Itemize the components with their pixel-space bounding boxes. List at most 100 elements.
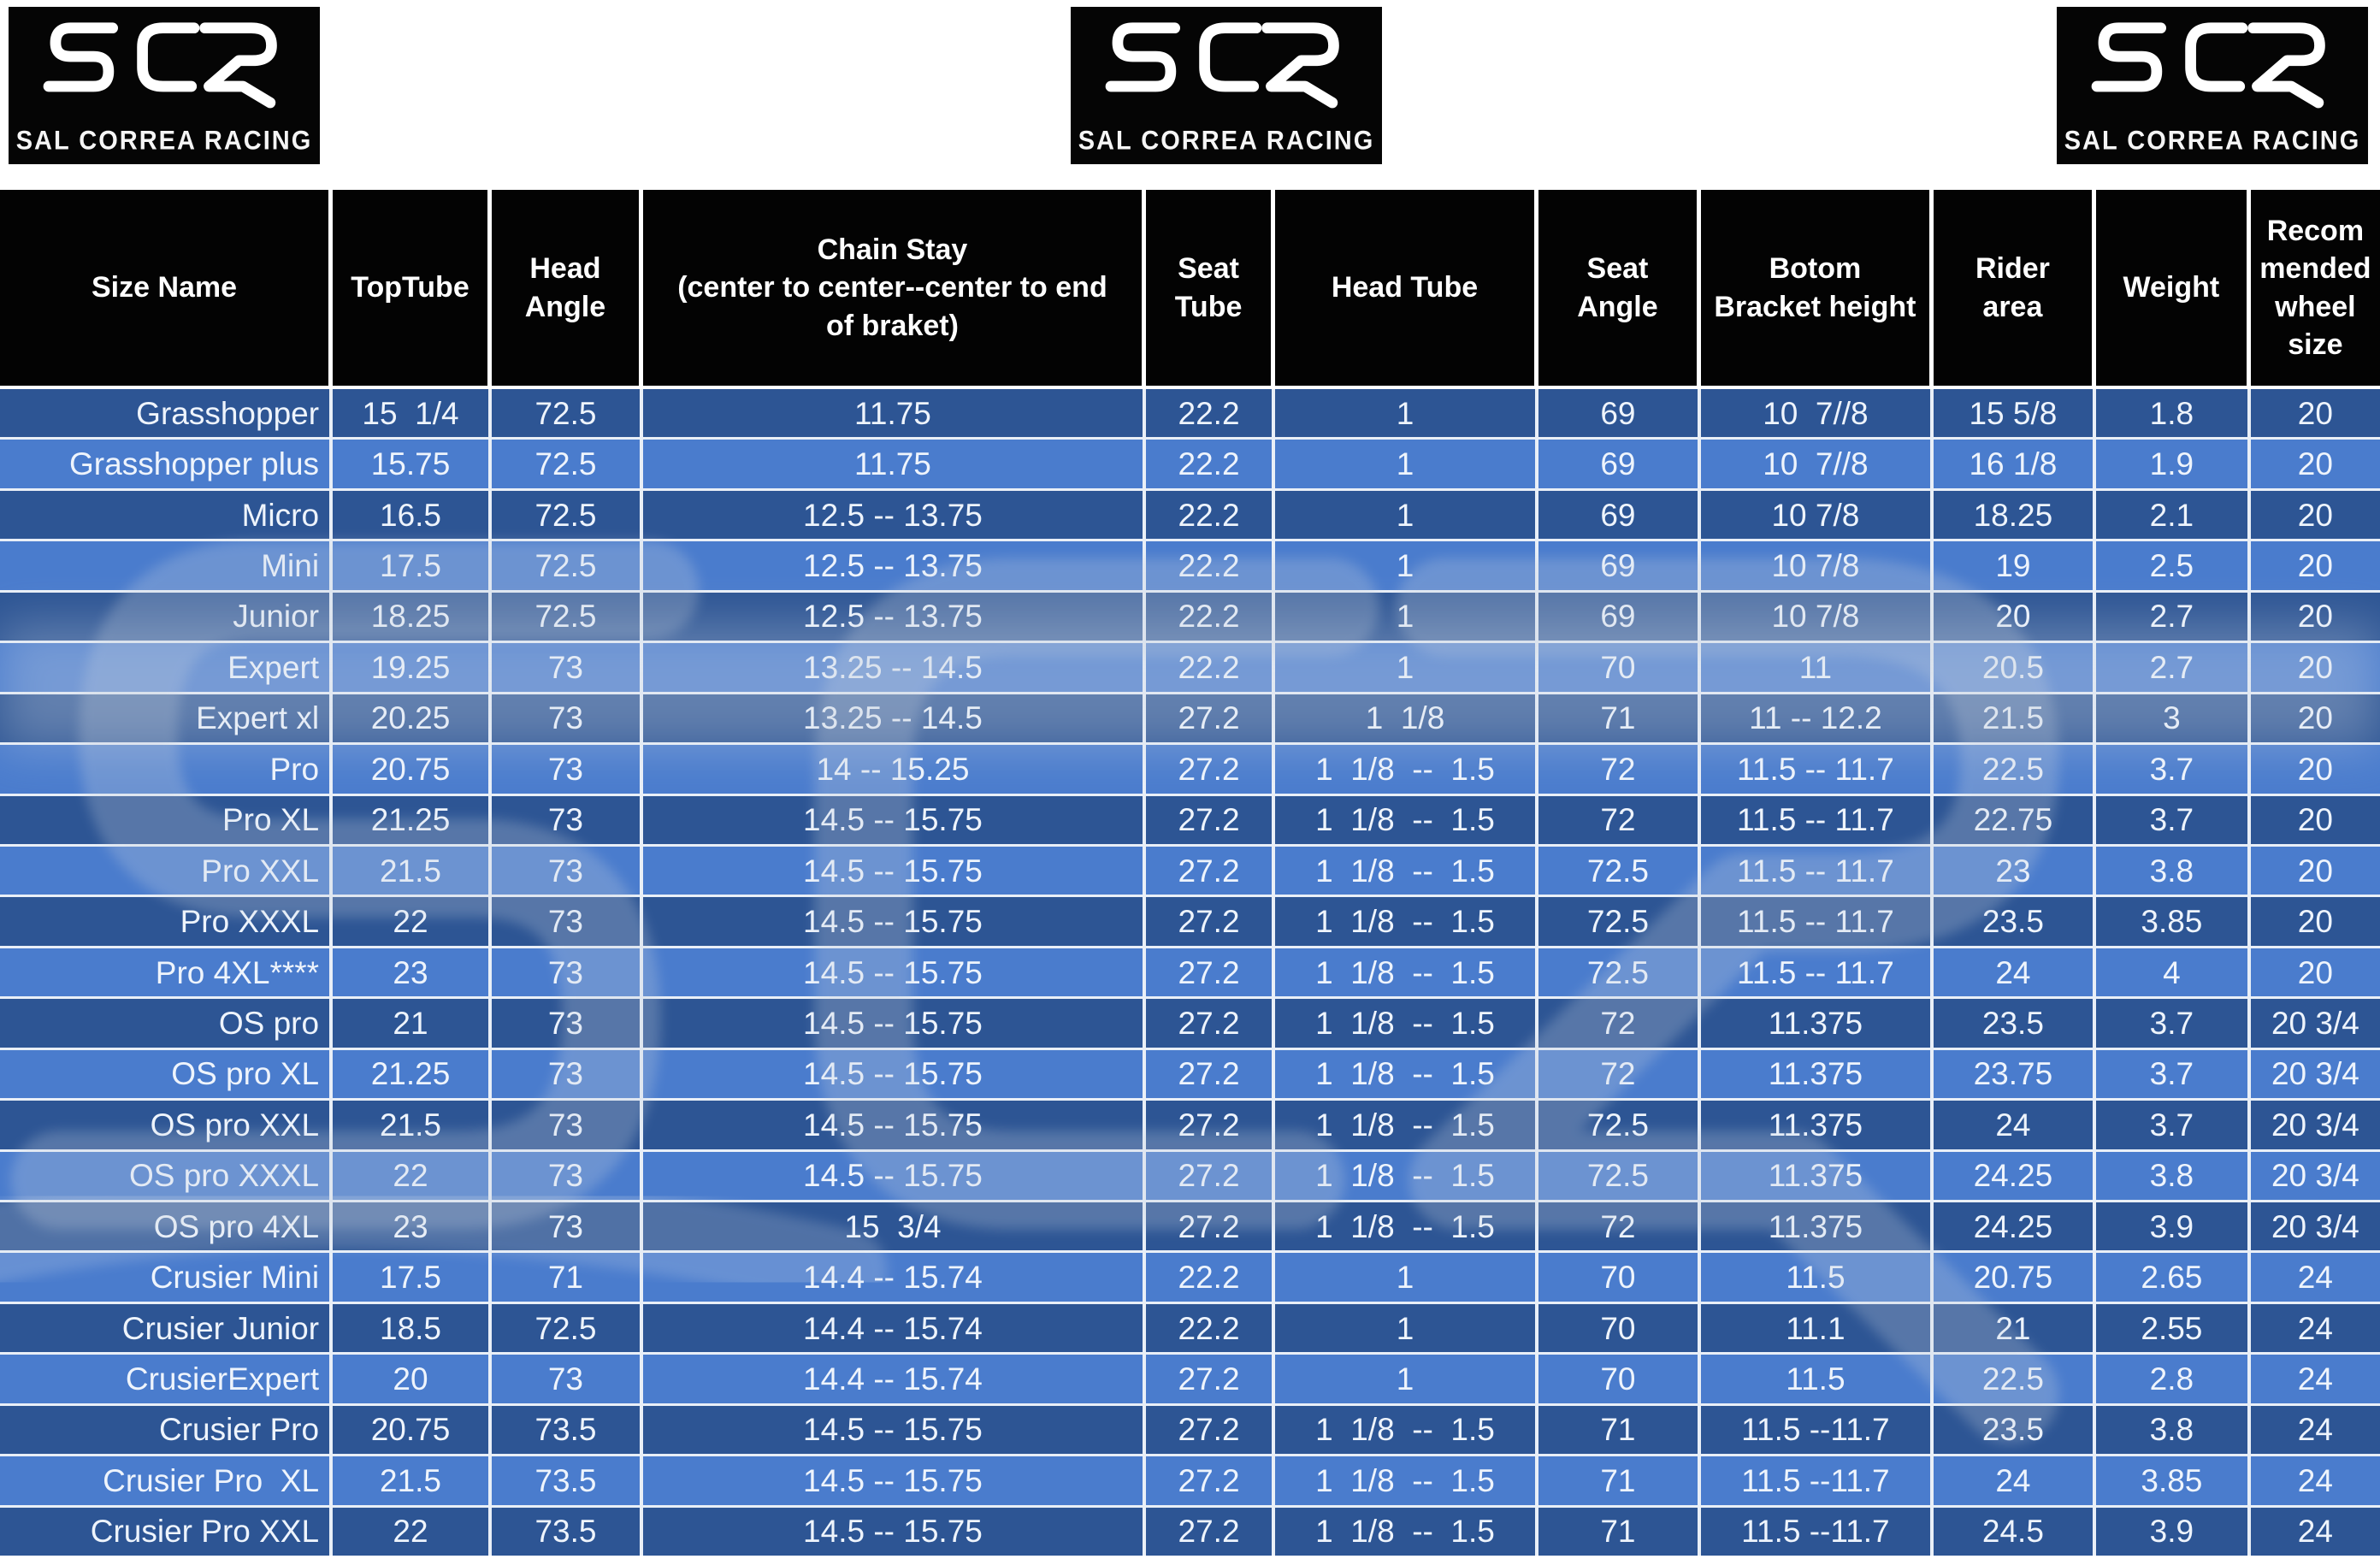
cell-size-name: Pro — [0, 745, 334, 794]
cell-bottom-bracket-height: 11.5 -- 11.7 — [1700, 948, 1934, 997]
cell-rider-area: 20 — [1933, 592, 2096, 641]
cell-top-tube: 21.25 — [333, 1049, 492, 1099]
cell-weight: 3.8 — [2095, 846, 2251, 895]
table-row-os-pro-4xl: OS pro 4XL 23 73 15 3/4 27.2 1 1/8 -- 1.5 72 11… — [0, 1202, 2380, 1254]
table-header-row: Size Name TopTube Head Angle Chain Stay (ce… — [0, 190, 2380, 389]
cell-top-tube: 17.5 — [333, 541, 492, 590]
cell-weight: 1.9 — [2095, 440, 2251, 488]
cell-head-tube: 1 — [1275, 592, 1538, 641]
cell-chain-stay: 14.5 -- 15.75 — [642, 1151, 1146, 1200]
cell-head-tube: 1 — [1275, 1303, 1538, 1353]
cell-head-tube: 1 — [1275, 541, 1538, 590]
table-row-expert-xl: Expert xl 20.25 73 13.25 -- 14.5 27.2 1 1/8 71… — [0, 694, 2380, 746]
cell-seat-tube: 22.2 — [1145, 541, 1276, 590]
cell-size-name: Crusier Pro — [0, 1405, 334, 1455]
cell-rider-area: 20.5 — [1933, 643, 2096, 692]
cell-bottom-bracket-height: 11.5 -- 11.7 — [1700, 795, 1934, 844]
cell-bottom-bracket-height: 11.375 — [1700, 1049, 1934, 1099]
cell-bottom-bracket-height: 10 7//8 — [1700, 389, 1934, 438]
table-row-pro: Pro 20.75 73 14 -- 15.25 27.2 1 1/8 -- 1.5 72 1… — [0, 745, 2380, 796]
cell-seat-tube: 22.2 — [1145, 440, 1276, 488]
column-header-head-tube: Head Tube — [1275, 190, 1538, 386]
table-row-grasshopper-plus: Grasshopper plus 15.75 72.5 11.75 22.2 1 69 10 … — [0, 440, 2380, 491]
cell-rider-area: 23.75 — [1933, 1049, 2096, 1099]
scr-logo: SAL CORREA RACING — [1071, 7, 1382, 164]
cell-seat-angle: 72.5 — [1538, 1151, 1701, 1200]
column-header-chain-stay: Chain Stay (center to center--center to … — [642, 190, 1146, 386]
cell-chain-stay: 14 -- 15.25 — [642, 745, 1146, 794]
cell-seat-tube: 27.2 — [1145, 1456, 1276, 1505]
cell-seat-tube: 27.2 — [1145, 745, 1276, 794]
cell-recommended-wheel-size: 20 3/4 — [2250, 1202, 2380, 1251]
cell-chain-stay: 14.5 -- 15.75 — [642, 897, 1146, 946]
cell-seat-tube: 27.2 — [1145, 1049, 1276, 1099]
table-row-micro: Micro 16.5 72.5 12.5 -- 13.75 22.2 1 69 10 7/8 1… — [0, 490, 2380, 542]
cell-chain-stay: 12.5 -- 13.75 — [642, 541, 1146, 590]
cell-chain-stay: 14.5 -- 15.75 — [642, 948, 1146, 997]
table-row-expert: Expert 19.25 73 13.25 -- 14.5 22.2 1 70 11 20.5 2… — [0, 643, 2380, 694]
cell-seat-tube: 27.2 — [1145, 1151, 1276, 1200]
cell-weight: 3.7 — [2095, 1101, 2251, 1149]
cell-recommended-wheel-size: 20 — [2250, 592, 2380, 641]
cell-chain-stay: 14.4 -- 15.74 — [642, 1303, 1146, 1353]
cell-recommended-wheel-size: 24 — [2250, 1405, 2380, 1455]
cell-seat-angle: 71 — [1538, 694, 1701, 743]
cell-head-angle: 73 — [491, 999, 643, 1048]
cell-head-angle: 73 — [491, 897, 643, 946]
table-row-os-pro-xxl: OS pro XXL 21.5 73 14.5 -- 15.75 27.2 1 1/8 -… — [0, 1101, 2380, 1152]
cell-size-name: Pro XL — [0, 795, 334, 844]
table-row-junior: Junior 18.25 72.5 12.5 -- 13.75 22.2 1 69 10 7/… — [0, 592, 2380, 644]
cell-seat-angle: 71 — [1538, 1405, 1701, 1455]
cell-head-angle: 73 — [491, 1202, 643, 1251]
cell-head-tube: 1 1/8 -- 1.5 — [1275, 1507, 1538, 1556]
cell-top-tube: 21.5 — [333, 846, 492, 895]
cell-seat-angle: 72.5 — [1538, 846, 1701, 895]
cell-weight: 3.7 — [2095, 1049, 2251, 1099]
cell-bottom-bracket-height: 11.5 -- 11.7 — [1700, 745, 1934, 794]
scr-logo-subtitle: SAL CORREA RACING — [2064, 126, 2361, 156]
cell-seat-angle: 69 — [1538, 490, 1701, 540]
cell-bottom-bracket-height: 11.375 — [1700, 1202, 1934, 1251]
cell-rider-area: 24.5 — [1933, 1507, 2096, 1556]
cell-seat-angle: 72 — [1538, 795, 1701, 844]
cell-seat-tube: 27.2 — [1145, 948, 1276, 997]
cell-seat-tube: 22.2 — [1145, 1303, 1276, 1353]
cell-rider-area: 22.75 — [1933, 795, 2096, 844]
cell-head-angle: 71 — [491, 1253, 643, 1302]
cell-weight: 2.7 — [2095, 643, 2251, 692]
cell-bottom-bracket-height: 11.375 — [1700, 999, 1934, 1048]
cell-bottom-bracket-height: 10 7/8 — [1700, 592, 1934, 641]
cell-chain-stay: 14.4 -- 15.74 — [642, 1253, 1146, 1302]
cell-weight: 3.8 — [2095, 1151, 2251, 1200]
cell-rider-area: 24.25 — [1933, 1151, 2096, 1200]
cell-rider-area: 16 1/8 — [1933, 440, 2096, 488]
cell-recommended-wheel-size: 20 — [2250, 490, 2380, 540]
cell-size-name: Crusier Pro XL — [0, 1456, 334, 1505]
cell-head-tube: 1 1/8 -- 1.5 — [1275, 1151, 1538, 1200]
column-header-bottom-bracket-height: Botom Bracket height — [1700, 190, 1934, 386]
cell-chain-stay: 12.5 -- 13.75 — [642, 592, 1146, 641]
cell-top-tube: 22 — [333, 897, 492, 946]
cell-size-name: CrusierExpert — [0, 1355, 334, 1403]
cell-seat-angle: 72 — [1538, 745, 1701, 794]
cell-bottom-bracket-height: 10 7//8 — [1700, 440, 1934, 488]
cell-head-angle: 73.5 — [491, 1507, 643, 1556]
table-row-crusier-pro: Crusier Pro 20.75 73.5 14.5 -- 15.75 27.2 1 1… — [0, 1405, 2380, 1457]
cell-top-tube: 18.5 — [333, 1303, 492, 1353]
cell-head-angle: 73 — [491, 694, 643, 743]
logo-band: SAL CORREA RACING SAL CORREA RACING SAL … — [0, 0, 2380, 190]
cell-weight: 2.7 — [2095, 592, 2251, 641]
cell-recommended-wheel-size: 20 — [2250, 846, 2380, 895]
cell-chain-stay: 11.75 — [642, 440, 1146, 488]
cell-head-angle: 73.5 — [491, 1405, 643, 1455]
cell-recommended-wheel-size: 20 — [2250, 745, 2380, 794]
cell-head-angle: 72.5 — [491, 490, 643, 540]
cell-recommended-wheel-size: 20 — [2250, 541, 2380, 590]
cell-weight: 2.65 — [2095, 1253, 2251, 1302]
cell-seat-angle: 72.5 — [1538, 948, 1701, 997]
cell-weight: 4 — [2095, 948, 2251, 997]
cell-rider-area: 24 — [1933, 1456, 2096, 1505]
cell-weight: 3.7 — [2095, 795, 2251, 844]
cell-rider-area: 20.75 — [1933, 1253, 2096, 1302]
